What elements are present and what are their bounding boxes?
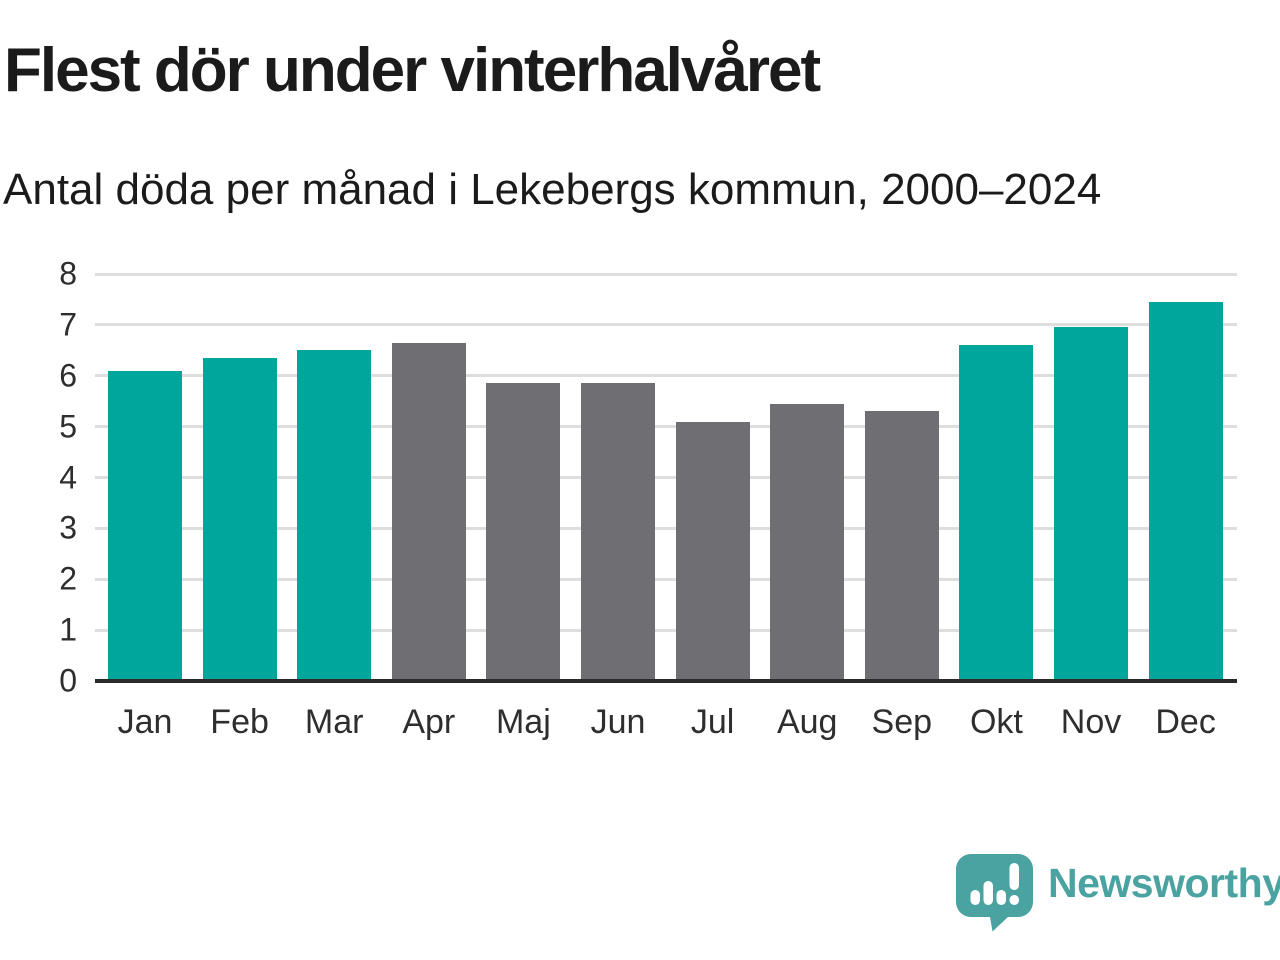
x-axis-label-jan: Jan bbox=[117, 703, 173, 741]
y-axis-label-8: 8 bbox=[59, 255, 77, 292]
bar-dec bbox=[1148, 301, 1223, 681]
y-axis-label-6: 6 bbox=[59, 357, 77, 394]
gridline-8 bbox=[95, 272, 1237, 276]
bar-apr bbox=[391, 342, 466, 681]
y-axis-label-0: 0 bbox=[59, 662, 77, 699]
newsworthy-logo-text: Newsworthy bbox=[1048, 860, 1280, 906]
x-axis-label-jun: Jun bbox=[590, 703, 646, 741]
x-axis-label-nov: Nov bbox=[1060, 703, 1122, 741]
bar-aug bbox=[770, 403, 845, 681]
x-axis-label-maj: Maj bbox=[495, 703, 551, 741]
bar-nov bbox=[1054, 327, 1128, 681]
bar-okt bbox=[959, 345, 1034, 681]
newsworthy-logo: Newsworthy bbox=[956, 854, 1280, 932]
bar-jul bbox=[675, 421, 750, 681]
bar-mar bbox=[297, 350, 372, 681]
newsworthy-speech-bubble-bar-chart-icon bbox=[956, 854, 1033, 932]
gridline-6 bbox=[95, 374, 1237, 378]
y-axis-label-5: 5 bbox=[59, 408, 77, 445]
x-axis-label-okt: Okt bbox=[969, 703, 1023, 741]
gridline-2 bbox=[95, 577, 1237, 581]
y-axis-label-3: 3 bbox=[59, 509, 77, 546]
x-axis-label-apr: Apr bbox=[402, 703, 456, 741]
y-axis-label-7: 7 bbox=[59, 306, 77, 343]
gridline-4 bbox=[95, 476, 1237, 479]
x-axis-label-sep: Sep bbox=[871, 703, 933, 741]
x-axis-label-feb: Feb bbox=[210, 703, 269, 741]
x-axis-label-jul: Jul bbox=[690, 703, 735, 741]
bar-jun bbox=[581, 383, 655, 681]
x-axis-line bbox=[95, 679, 1237, 683]
x-axis-label-mar: Mar bbox=[304, 703, 364, 741]
bar-feb bbox=[202, 357, 277, 681]
bar-maj bbox=[486, 383, 561, 681]
y-axis-label-2: 2 bbox=[59, 560, 77, 597]
x-axis-label-aug: Aug bbox=[776, 703, 838, 741]
bar-sep bbox=[864, 411, 939, 681]
gridline-7 bbox=[95, 323, 1237, 327]
gridline-3 bbox=[95, 526, 1237, 530]
gridline-1 bbox=[95, 628, 1237, 632]
gridline-5 bbox=[95, 425, 1237, 429]
x-axis-label-dec: Dec bbox=[1155, 703, 1216, 741]
bar-jan bbox=[108, 370, 182, 681]
y-axis-label-4: 4 bbox=[59, 459, 77, 495]
y-axis-label-1: 1 bbox=[59, 611, 77, 648]
chart-title: Flest dör under vinterhalvåret bbox=[4, 36, 821, 105]
chart-subtitle: Antal döda per månad i Lekebergs kommun,… bbox=[3, 165, 1102, 214]
